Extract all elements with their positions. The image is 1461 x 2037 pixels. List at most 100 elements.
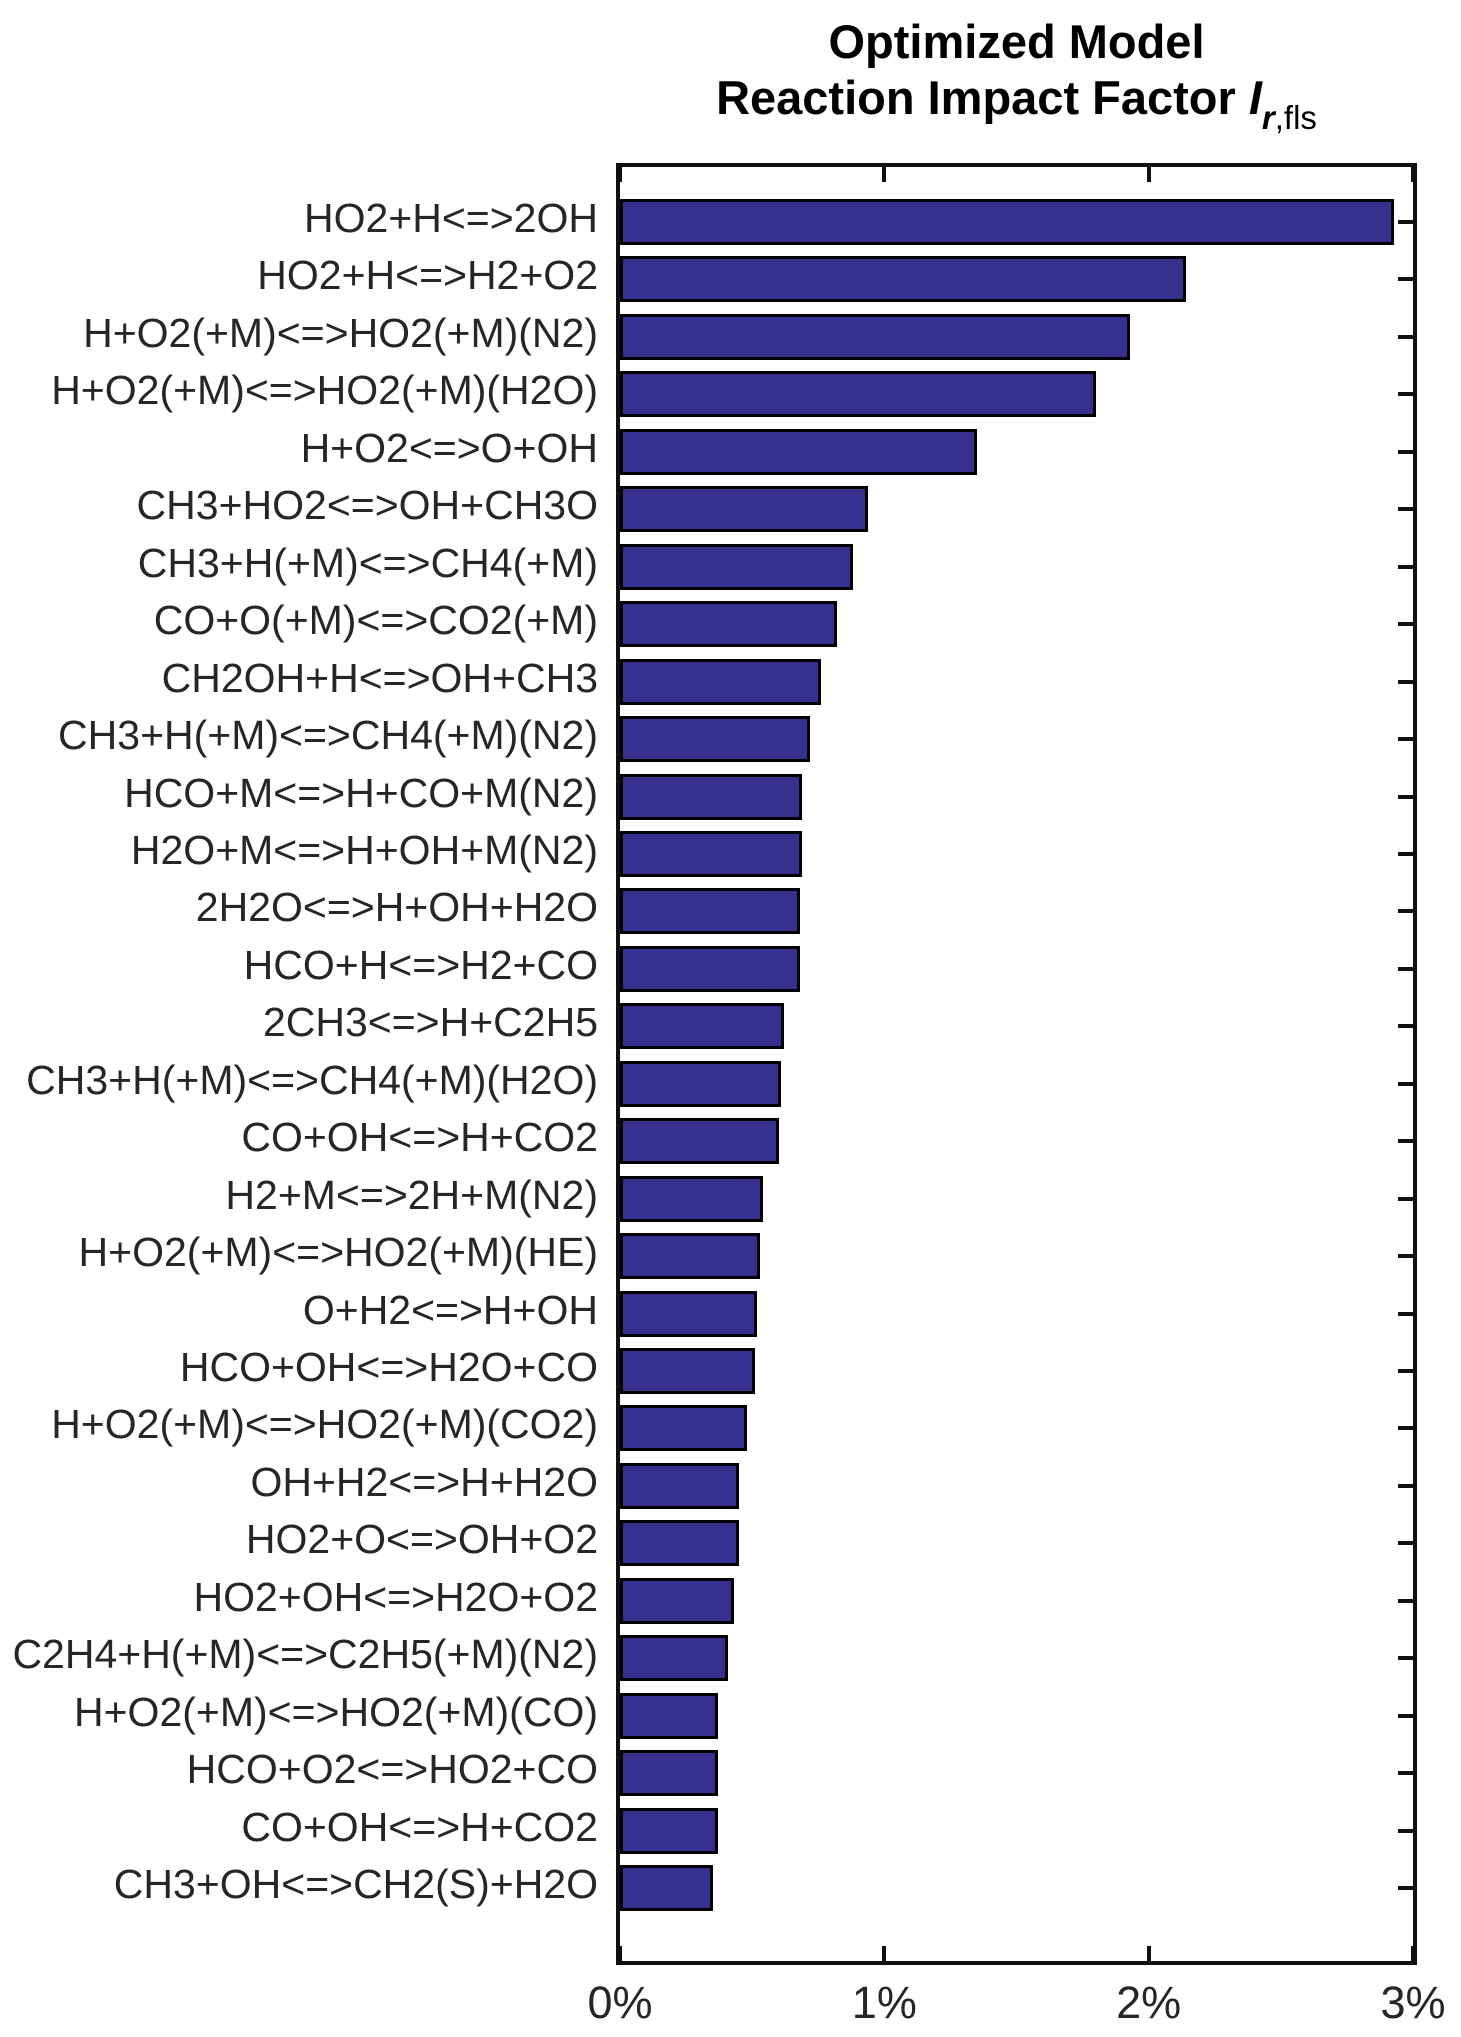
title-subscript-fls: ,fls [1274, 99, 1317, 136]
category-label: H+O2(+M)<=>HO2(+M)(HE) [78, 1229, 598, 1276]
category-label: CH3+OH<=>CH2(S)+H2O [113, 1861, 598, 1908]
bar-OH+H2<=>H+H2O [620, 1462, 739, 1509]
bar-HCO+O2<=>HO2+CO [620, 1750, 718, 1797]
category-label: C2H4+H(+M)<=>C2H5(+M)(N2) [12, 1631, 598, 1678]
y-axis-tick [1398, 1886, 1413, 1891]
y-axis-tick [1398, 1024, 1413, 1029]
bar-O+H2<=>H+OH [620, 1290, 757, 1337]
y-axis-tick [1398, 277, 1413, 282]
category-label: HO2+OH<=>H2O+O2 [193, 1573, 598, 1620]
bar-CH3+H(+M)<=>CH4(+M)(N2) [620, 716, 810, 763]
category-label: H+O2(+M)<=>HO2(+M)(H2O) [51, 367, 598, 414]
bar-HO2+H<=>H2+O2 [620, 256, 1186, 303]
y-axis-tick [1398, 1656, 1413, 1661]
chart-title-line2: Reaction Impact Factor Ir,fls [616, 70, 1417, 136]
y-axis-tick [1398, 1828, 1413, 1833]
x-axis-tick [882, 1946, 887, 1961]
y-axis-tick [1398, 851, 1413, 856]
category-label: H+O2(+M)<=>HO2(+M)(N2) [83, 309, 598, 356]
category-label: H2+M<=>2H+M(N2) [225, 1171, 598, 1218]
x-axis-tick [618, 167, 622, 182]
bar-CO+OH<=>H+CO2 [620, 1807, 718, 1854]
title-symbol-I: I [1248, 71, 1262, 124]
bar-CH3+H(+M)<=>CH4(+M) [620, 543, 853, 590]
category-label: CH3+H(+M)<=>CH4(+M)(H2O) [26, 1056, 598, 1103]
y-axis-tick [1398, 966, 1413, 971]
chart-title: Optimized Model Reaction Impact Factor I… [616, 14, 1417, 136]
bar-H+O2(+M)<=>HO2(+M)(HE) [620, 1233, 760, 1280]
title-subscript-r: r [1261, 99, 1275, 136]
category-label: OH+H2<=>H+H2O [250, 1458, 598, 1505]
x-axis-tick [618, 1946, 622, 1961]
bar-2H2O<=>H+OH+H2O [620, 888, 800, 935]
x-axis-tick [1146, 167, 1151, 182]
y-axis-tick [1398, 1081, 1413, 1086]
y-axis-tick [1398, 449, 1413, 454]
y-axis-tick [1398, 909, 1413, 914]
y-axis-tick [1398, 507, 1413, 512]
category-label: HCO+OH<=>H2O+CO [179, 1344, 598, 1390]
bar-H2+M<=>2H+M(N2) [620, 1175, 763, 1222]
bar-H+O2(+M)<=>HO2(+M)(CO) [620, 1692, 718, 1739]
y-axis-tick [1398, 1196, 1413, 1201]
bar-HCO+OH<=>H2O+CO [620, 1348, 755, 1394]
category-label: HCO+O2<=>HO2+CO [186, 1746, 598, 1793]
y-axis-tick [1398, 1598, 1413, 1603]
bar-CH3+OH<=>CH2(S)+H2O [620, 1865, 713, 1912]
bar-HCO+H<=>H2+CO [620, 945, 800, 992]
x-axis-tick [882, 167, 887, 182]
y-axis-tick [1398, 622, 1413, 627]
category-label: HO2+H<=>2OH [304, 195, 598, 241]
bar-HO2+OH<=>H2O+O2 [620, 1577, 734, 1624]
category-label: CH2OH+H<=>OH+CH3 [161, 654, 598, 701]
x-tick-label: 1% [851, 1977, 917, 2028]
category-label: CO+O(+M)<=>CO2(+M) [153, 597, 598, 644]
category-label: CO+OH<=>H+CO2 [241, 1114, 598, 1161]
category-label: HCO+M<=>H+CO+M(N2) [124, 769, 598, 816]
y-axis-tick [1398, 1426, 1413, 1431]
category-label: H+O2<=>O+OH [300, 424, 598, 471]
category-label: CH3+H(+M)<=>CH4(+M) [137, 539, 598, 586]
y-axis-tick [1398, 1713, 1413, 1718]
category-label: H+O2(+M)<=>HO2(+M)(CO) [74, 1688, 598, 1735]
bar-H2O+M<=>H+OH+M(N2) [620, 830, 802, 877]
bar-H+O2(+M)<=>HO2(+M)(N2) [620, 313, 1130, 360]
y-axis-tick [1398, 1254, 1413, 1259]
bar-CH3+H(+M)<=>CH4(+M)(H2O) [620, 1060, 781, 1107]
y-axis-tick [1398, 1771, 1413, 1776]
category-label: CO+OH<=>H+CO2 [241, 1803, 598, 1850]
y-axis-tick [1398, 220, 1413, 224]
y-axis-tick [1398, 392, 1413, 397]
bar-H+O2(+M)<=>HO2(+M)(H2O) [620, 371, 1096, 418]
category-label: CH3+HO2<=>OH+CH3O [136, 482, 598, 529]
y-axis-tick [1398, 1541, 1413, 1546]
category-label: HCO+H<=>H2+CO [243, 941, 598, 988]
x-tick-label: 0% [587, 1977, 653, 2028]
y-axis-tick [1398, 1139, 1413, 1144]
x-tick-label: 2% [1116, 1977, 1182, 2028]
x-axis-tick [1411, 167, 1415, 182]
bar-HO2+O<=>OH+O2 [620, 1520, 739, 1567]
y-axis-tick [1398, 679, 1413, 684]
bar-CH3+HO2<=>OH+CH3O [620, 486, 868, 533]
bar-CO+O(+M)<=>CO2(+M) [620, 601, 837, 648]
category-label: O+H2<=>H+OH [302, 1286, 598, 1333]
category-label: 2H2O<=>H+OH+H2O [195, 884, 598, 931]
bar-CO+OH<=>H+CO2 [620, 1118, 779, 1165]
plot-area [616, 163, 1417, 1965]
bar-H+O2(+M)<=>HO2(+M)(CO2) [620, 1405, 747, 1452]
y-axis-tick [1398, 334, 1413, 339]
chart-title-line2-text: Reaction Impact Factor [716, 71, 1249, 124]
category-label: H+O2(+M)<=>HO2(+M)(CO2) [51, 1401, 598, 1448]
bar-CH2OH+H<=>OH+CH3 [620, 658, 821, 705]
y-axis-tick [1398, 564, 1413, 569]
chart-title-line1: Optimized Model [828, 15, 1205, 68]
y-axis-tick [1398, 794, 1413, 799]
category-label: 2CH3<=>H+C2H5 [262, 999, 598, 1046]
bar-2CH3<=>H+C2H5 [620, 1003, 784, 1050]
y-axis-tick [1398, 1311, 1413, 1316]
y-axis-tick [1398, 1483, 1413, 1488]
category-label: CH3+H(+M)<=>CH4(+M)(N2) [58, 712, 598, 759]
x-axis-tick [1411, 1946, 1415, 1961]
bar-HO2+H<=>2OH [620, 199, 1394, 245]
